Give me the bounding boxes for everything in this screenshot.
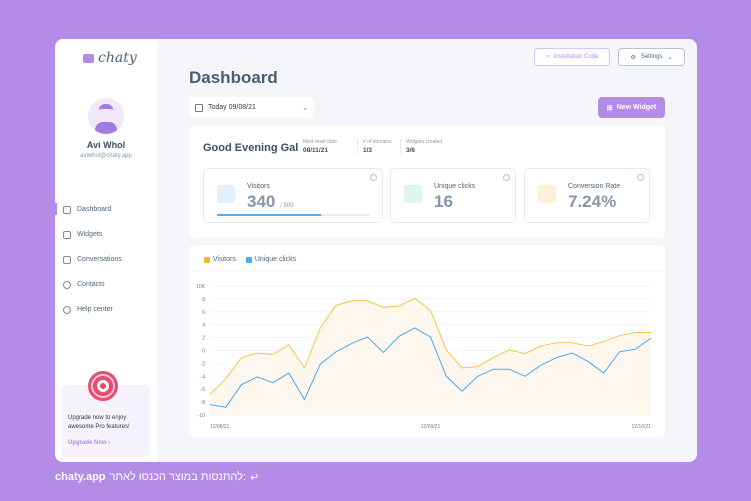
new-widget-label: New Widget: [616, 104, 657, 111]
installation-code-button[interactable]: ‹› Installation Code: [534, 48, 610, 66]
user-icon: [217, 185, 235, 203]
chart-legend: Visitors Unique clicks: [204, 256, 296, 263]
widgets-created: Widgets created 3/6: [400, 139, 442, 154]
legend-label: Unique clicks: [254, 256, 297, 263]
code-icon: ‹›: [545, 54, 550, 60]
chat-icon: [63, 255, 71, 264]
user-plus-icon: [538, 185, 556, 203]
target-icon: [88, 371, 118, 401]
calendar-icon: [195, 103, 203, 112]
info-icon[interactable]: [503, 174, 510, 181]
meta-label: Widgets created: [406, 139, 443, 145]
y-tick-label: 2: [202, 336, 205, 342]
y-tick-label: 0: [202, 349, 205, 355]
legend-visitors[interactable]: Visitors: [204, 256, 236, 263]
avatar[interactable]: [88, 98, 124, 134]
footer-site[interactable]: chaty.app: [55, 471, 106, 483]
meta-value: 3/6: [406, 147, 416, 154]
card-label: Visitors: [247, 183, 270, 190]
summary-panel: Good Evening Gal Next reset date 08/11/21…: [189, 126, 665, 238]
meta-value: 08/11/21: [303, 147, 328, 154]
home-icon: [63, 205, 71, 214]
nav-label: Help center: [77, 306, 113, 313]
y-tick-label: -6: [201, 387, 206, 393]
chat-logo-icon: [83, 53, 94, 63]
user-check-icon: [404, 185, 422, 203]
legend-unique-clicks[interactable]: Unique clicks: [245, 256, 297, 263]
checkbox-icon: [245, 256, 252, 263]
contacts-icon: [63, 280, 71, 289]
sidebar-nav: Dashboard Widgets Conversations Contacts…: [55, 197, 122, 322]
logo[interactable]: chaty: [83, 50, 137, 66]
user-email: aviwhol@chaty.app: [80, 153, 132, 159]
app-window: chaty Avi Whol aviwhol@chaty.app Dashboa…: [55, 39, 697, 462]
brand-name: chaty: [98, 50, 137, 66]
card-value: 7.24%: [568, 192, 617, 211]
y-tick-label: 4: [202, 323, 205, 329]
sidebar-item-dashboard[interactable]: Dashboard: [55, 197, 122, 222]
date-value: Today 09/08/21: [208, 104, 256, 111]
visitors-area: [210, 298, 651, 415]
sidebar-item-help-center[interactable]: Help center: [63, 297, 122, 322]
meta-label: # of domains: [363, 139, 392, 145]
settings-button[interactable]: ⚙ Settings ⌄: [618, 48, 685, 66]
y-tick-label: 6: [202, 310, 205, 316]
plus-icon: ⊞: [606, 104, 613, 112]
x-tick-label: 12/10/21: [632, 424, 652, 430]
new-widget-button[interactable]: ⊞ New Widget: [598, 97, 665, 118]
card-subvalue: / 500: [280, 203, 294, 209]
card-value: 340: [247, 192, 276, 211]
sidebar-item-contacts[interactable]: Contacts: [63, 272, 122, 297]
user-name: Avi Whol: [86, 140, 126, 150]
page-title: Dashboard: [189, 68, 278, 87]
sidebar-item-conversations[interactable]: Conversations: [63, 247, 122, 272]
x-tick-label: 12/08/21: [210, 424, 230, 430]
y-tick-label: -8: [201, 400, 206, 406]
y-tick-label: -4: [201, 374, 206, 380]
return-arrow-icon: ↵: [250, 472, 260, 484]
unique-clicks-card: Unique clicks 16: [390, 168, 516, 223]
domains-count: # of domains 1/3: [357, 139, 392, 154]
x-tick-label: 12/09/21: [421, 424, 441, 430]
legend-label: Visitors: [213, 256, 236, 263]
upgrade-text: Upgrade now to enjoy awesome Pro feature…: [68, 415, 130, 430]
nav-label: Widgets: [77, 231, 103, 238]
y-tick-label: 10K: [196, 284, 206, 290]
y-tick-label: -10: [198, 413, 205, 419]
date-selector[interactable]: Today 09/08/21 ⌄: [189, 97, 314, 118]
sidebar: chaty Avi Whol aviwhol@chaty.app Dashboa…: [55, 39, 157, 462]
upgrade-now-link[interactable]: Upgrade Now ›: [68, 440, 111, 446]
gear-icon: ⚙: [630, 54, 636, 61]
nav-label: Conversations: [77, 256, 122, 263]
chart-panel: Visitors Unique clicks 10K 8 6 4 2 0 -2 -4 -6 -8 -…: [189, 245, 665, 437]
help-icon: [63, 305, 71, 314]
conversion-rate-card: Conversion Rate 7.24%: [524, 168, 650, 223]
chevron-down-icon: ⌄: [302, 104, 308, 112]
y-tick-label: 8: [202, 297, 205, 303]
sidebar-item-widgets[interactable]: Widgets: [63, 222, 122, 247]
chevron-down-icon: ⌄: [667, 54, 673, 61]
footer-text: להתנסות במוצר הכנסו לאתר:: [109, 471, 247, 483]
footer: chaty.app להתנסות במוצר הכנסו לאתר: ↵: [55, 471, 259, 484]
widget-icon: [63, 230, 71, 239]
install-label: Installation Code: [553, 54, 599, 60]
info-icon[interactable]: [637, 174, 644, 181]
line-chart: 10K 8 6 4 2 0 -2 -4 -6 -8 -10 12/08/21 12/09/21 12/10…: [189, 270, 665, 430]
greeting: Good Evening Gal: [203, 142, 299, 154]
info-icon[interactable]: [370, 174, 377, 181]
meta-value: 1/3: [363, 147, 373, 154]
y-tick-label: -2: [201, 361, 206, 367]
card-label: Unique clicks: [434, 183, 476, 190]
visitors-card: Visitors 340 / 500: [203, 168, 383, 223]
visitors-progress-bar: [217, 214, 370, 216]
settings-label: Settings: [640, 54, 663, 60]
card-label: Conversion Rate: [568, 183, 621, 190]
checkbox-icon: [204, 256, 210, 263]
next-reset-date: Next reset date 08/11/21: [303, 139, 337, 154]
card-value: 16: [434, 192, 453, 211]
upgrade-link-label: Upgrade Now: [68, 440, 107, 446]
nav-label: Contacts: [77, 281, 105, 288]
nav-label: Dashboard: [77, 206, 112, 213]
meta-label: Next reset date: [303, 139, 337, 145]
